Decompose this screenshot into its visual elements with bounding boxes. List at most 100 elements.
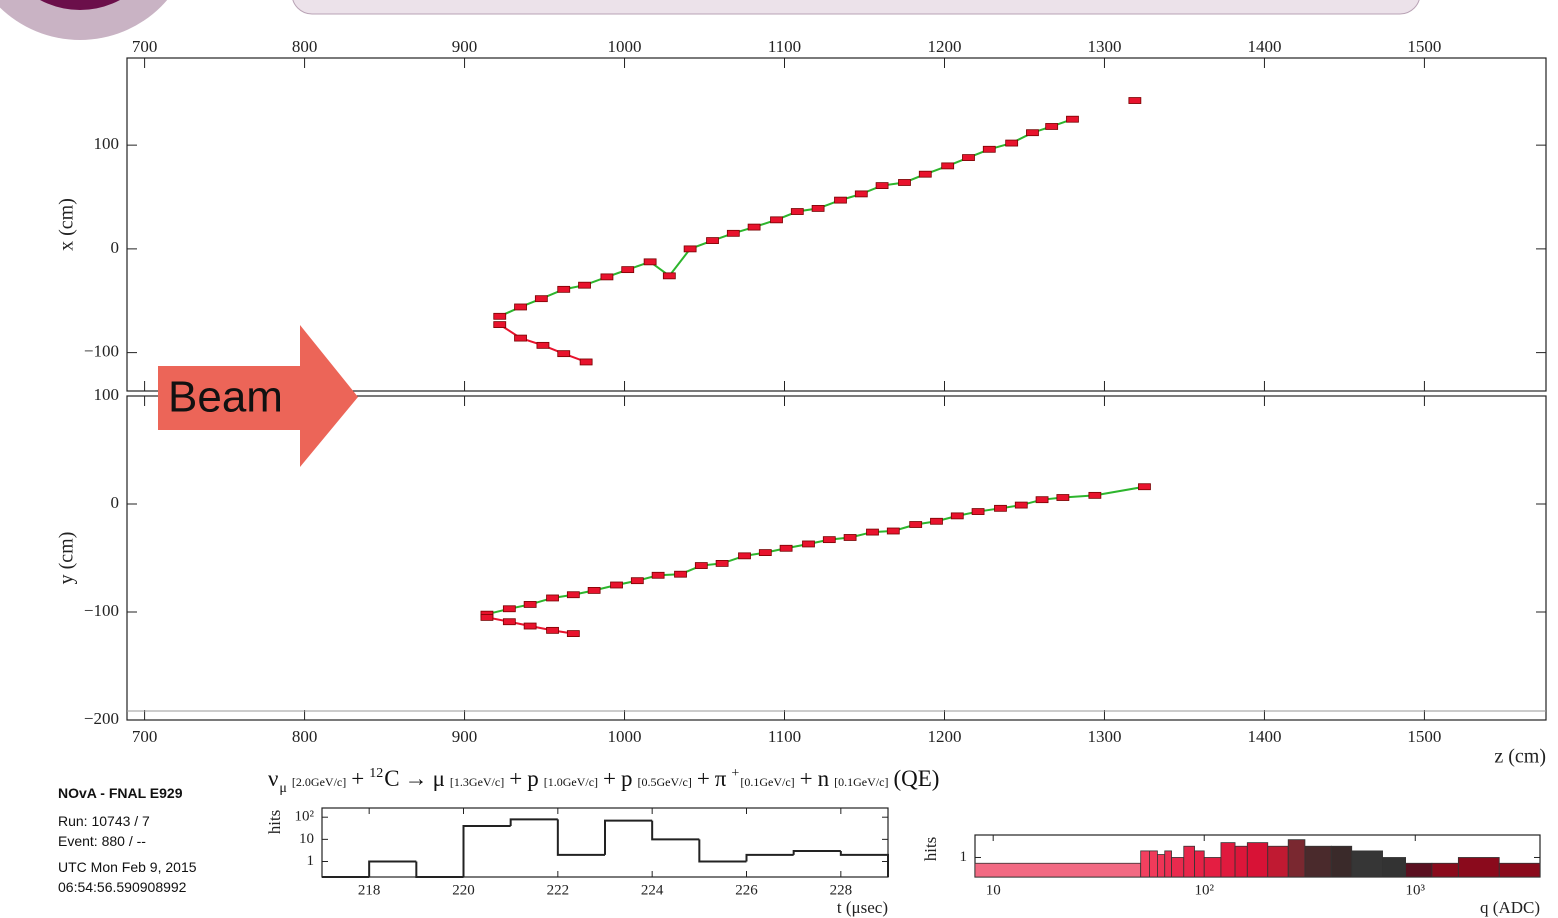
reaction-term: [2.0GeV/c]	[292, 775, 346, 789]
hit	[644, 259, 656, 265]
run: Run: 10743 / 7	[58, 811, 197, 831]
x-axis-label: z (cm)	[1494, 746, 1546, 768]
hit	[515, 304, 527, 310]
bar	[1383, 857, 1406, 877]
x-axis-label: t (μsec)	[837, 898, 888, 917]
reaction-term: +	[603, 766, 616, 791]
x-tick-label: 226	[735, 882, 758, 898]
bin	[464, 826, 511, 877]
hit	[503, 619, 515, 625]
hit	[1057, 495, 1069, 501]
bar	[1406, 863, 1432, 877]
page: {"beam_label": "Beam", "info": {"title":…	[0, 0, 1558, 918]
time: 06:54:56.590908992	[58, 877, 197, 897]
x-tick-label: 900	[452, 727, 478, 746]
bar	[1458, 857, 1499, 877]
reaction-term: →	[405, 766, 428, 791]
y-tick-label: −100	[84, 342, 119, 361]
hit	[558, 351, 570, 357]
y-axis-label: hits	[265, 810, 284, 835]
y-tick-label: 100	[94, 134, 120, 153]
x-tick-label: 1500	[1407, 37, 1441, 56]
hit	[537, 342, 549, 348]
reaction-term: n	[818, 766, 830, 791]
run-info: NOvA - FNAL E929 Run: 10743 / 7 Event: 8…	[58, 783, 197, 897]
reaction-term: +	[800, 766, 813, 791]
hit	[748, 224, 760, 230]
hit	[834, 197, 846, 203]
hit	[962, 155, 974, 161]
x-tick-label: 10²	[1194, 882, 1214, 898]
hit	[887, 528, 899, 534]
x-tick-label: 1300	[1087, 727, 1121, 746]
reaction-term: 12	[369, 766, 383, 781]
hit	[739, 553, 751, 559]
hit	[494, 322, 506, 328]
header-bar	[292, 0, 1420, 14]
hit	[567, 631, 579, 637]
y-tick-label: 0	[111, 493, 120, 512]
x-tick-label: 1100	[768, 37, 801, 56]
hit	[791, 209, 803, 215]
hit	[803, 541, 815, 547]
hit	[866, 529, 878, 535]
event: Event: 880 / --	[58, 831, 197, 851]
reaction-term: +	[697, 766, 710, 791]
hit	[942, 163, 954, 169]
x-tick-label: 1300	[1087, 37, 1121, 56]
reaction-term: ν	[268, 766, 278, 791]
hit	[1036, 497, 1048, 503]
y-tick-label: 0	[111, 238, 120, 257]
bar	[1195, 851, 1205, 877]
bin	[558, 819, 605, 854]
bar	[1268, 846, 1288, 877]
x-tick-label: 220	[452, 882, 475, 898]
bar	[1331, 846, 1351, 877]
hit	[1006, 140, 1018, 146]
y-tick-label: 100	[94, 385, 120, 404]
hit	[524, 601, 536, 607]
x-tick-label: 1500	[1407, 727, 1441, 746]
x-tick-label: 218	[358, 882, 381, 898]
bin	[652, 821, 699, 840]
x-tick-label: 1200	[927, 37, 961, 56]
bar	[1288, 840, 1305, 877]
bar	[1352, 851, 1383, 877]
hit	[780, 545, 792, 551]
bin	[605, 821, 652, 855]
bar	[1157, 855, 1164, 877]
x-tick-label: 700	[132, 37, 158, 56]
y-tick-label: 1	[960, 849, 968, 865]
hit	[994, 505, 1006, 511]
hit	[1066, 116, 1078, 122]
hit	[1046, 123, 1058, 129]
bar	[1235, 846, 1247, 877]
hit	[695, 563, 707, 569]
bin	[794, 851, 841, 855]
hit	[567, 592, 579, 598]
x-tick-label: 800	[292, 727, 318, 746]
reaction-term: [1.0GeV/c]	[544, 775, 598, 789]
hit	[1015, 502, 1027, 508]
hit	[622, 267, 634, 273]
x-tick-label: 1400	[1247, 727, 1281, 746]
hit	[652, 572, 664, 578]
bar	[1172, 857, 1184, 877]
hit	[675, 571, 687, 577]
beam-arrow: Beam	[158, 325, 358, 467]
hit	[579, 282, 591, 288]
x-tick-label: 1000	[608, 37, 642, 56]
hit	[524, 623, 536, 629]
hit	[727, 230, 739, 236]
reaction-term: [0.5GeV/c]	[638, 775, 692, 789]
hit	[684, 246, 696, 252]
y-tick-label: 1	[307, 853, 315, 869]
bar	[1247, 843, 1267, 877]
reaction-term: +	[351, 766, 364, 791]
hit	[771, 217, 783, 223]
hit	[844, 534, 856, 540]
track	[487, 487, 1145, 614]
hit	[983, 146, 995, 152]
x-tick-label: 10³	[1406, 882, 1426, 898]
bin	[747, 855, 794, 862]
